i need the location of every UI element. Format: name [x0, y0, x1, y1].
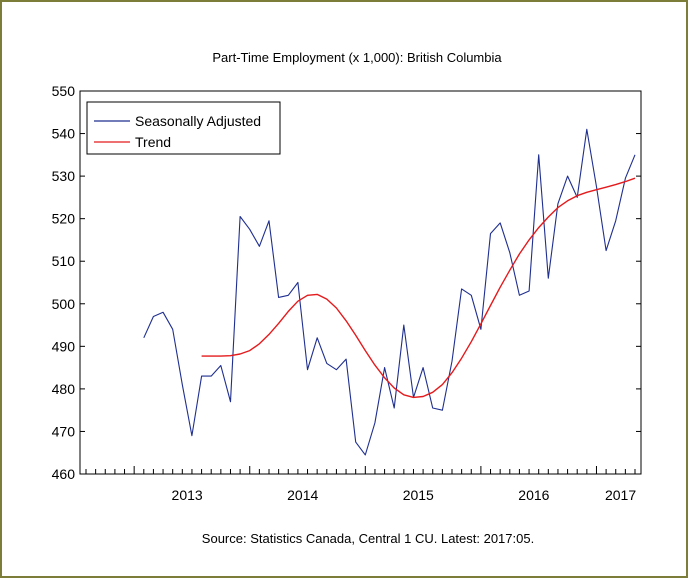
legend-label-trend: Trend — [135, 134, 171, 150]
y-tick-label: 470 — [52, 423, 76, 439]
y-tick-label: 550 — [52, 83, 76, 99]
y-tick-label: 500 — [52, 296, 76, 312]
x-tick-label: 2013 — [172, 487, 203, 503]
y-tick-label: 490 — [52, 338, 76, 354]
y-axis: 460 470 480 490 500 510 520 530 540 550 — [52, 83, 641, 482]
legend-box — [86, 101, 281, 155]
x-axis: 2013 2014 2015 2016 2017 — [85, 466, 636, 503]
series-line-trend — [201, 177, 636, 399]
chart-title: Part-Time Employment (x 1,000): British … — [212, 50, 502, 65]
y-tick-label: 540 — [52, 126, 76, 142]
x-tick-label: 2014 — [287, 487, 318, 503]
y-tick-label: 480 — [52, 381, 76, 397]
x-tick-label: 2015 — [403, 487, 434, 503]
y-tick-label: 530 — [52, 168, 76, 184]
plot-area — [79, 90, 642, 475]
x-tick-label: 2016 — [518, 487, 549, 503]
series-layer — [143, 128, 636, 456]
legend-label-seasonally-adjusted: Seasonally Adjusted — [135, 113, 261, 129]
x-tick-label: 2017 — [605, 487, 636, 503]
y-tick-label: 510 — [52, 253, 76, 269]
legend: Seasonally Adjusted Trend — [86, 101, 281, 155]
y-tick-label: 460 — [52, 466, 76, 482]
series-line-seasonally-adjusted — [143, 128, 636, 456]
source-note: Source: Statistics Canada, Central 1 CU.… — [202, 531, 534, 546]
y-tick-label: 520 — [52, 211, 76, 227]
